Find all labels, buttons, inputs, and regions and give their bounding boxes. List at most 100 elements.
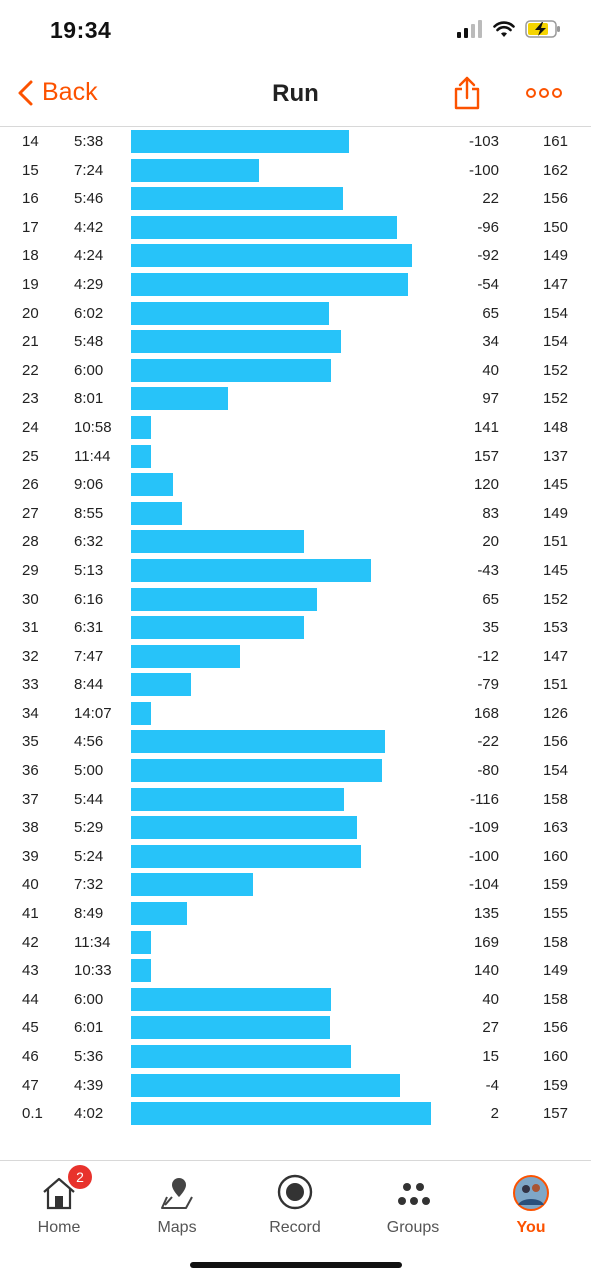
pace-bar	[131, 558, 371, 582]
split-km: 25	[22, 447, 39, 465]
share-button[interactable]	[452, 74, 482, 117]
split-km: 14	[22, 133, 39, 150]
pace-bar	[131, 473, 173, 497]
split-heart-rate: 151	[542, 676, 568, 694]
pace-bar	[131, 387, 228, 411]
tab-you[interactable]: You	[481, 1167, 581, 1237]
split-elevation: -4	[485, 1076, 499, 1094]
split-km: 40	[22, 876, 39, 894]
split-elevation: 2	[490, 1105, 499, 1123]
split-elevation: -43	[477, 561, 499, 579]
pace-bar	[131, 902, 188, 926]
split-row: 14 5:38 -103 161	[0, 127, 591, 156]
split-km: 27	[22, 504, 39, 522]
split-heart-rate: 150	[542, 218, 568, 236]
pace-bar	[131, 415, 151, 439]
record-icon	[277, 1174, 313, 1210]
split-elevation: 22	[482, 190, 499, 208]
split-heart-rate: 154	[542, 762, 568, 780]
split-pace: 5:36	[74, 1048, 104, 1065]
split-elevation: 140	[473, 962, 499, 980]
split-row: 32 7:47 -12 147	[0, 642, 591, 671]
split-km: 29	[22, 561, 39, 579]
split-elevation: 27	[482, 1019, 499, 1037]
pace-bar	[131, 730, 386, 754]
split-pace: 8:44	[74, 676, 104, 694]
split-pace: 4:29	[74, 275, 104, 293]
splits-list: 14 5:38 -103 161 15 7:24 -100 162 16 5:46 22 156 17 4…	[0, 127, 591, 1128]
split-km: 38	[22, 819, 39, 837]
split-heart-rate: 158	[542, 933, 568, 951]
split-row: 36 5:00 -80 154	[0, 756, 591, 785]
split-pace: 7:47	[74, 647, 104, 665]
split-km: 37	[22, 790, 39, 808]
split-elevation: -103	[468, 133, 499, 150]
tab-groups[interactable]: Groups	[363, 1167, 463, 1237]
split-pace: 7:32	[74, 876, 104, 894]
pace-bar	[131, 873, 253, 897]
split-km: 42	[22, 933, 39, 951]
nav-bar: Back Run	[0, 62, 591, 127]
more-options-button[interactable]	[526, 86, 562, 105]
pace-bar	[131, 301, 329, 325]
split-row: 29 5:13 -43 145	[0, 556, 591, 585]
split-pace: 6:00	[74, 990, 104, 1008]
split-km: 32	[22, 647, 39, 665]
split-heart-rate: 151	[542, 533, 568, 551]
split-km: 15	[22, 161, 39, 179]
split-heart-rate: 158	[542, 990, 568, 1008]
split-pace: 8:55	[74, 504, 104, 522]
split-elevation: 120	[473, 476, 499, 494]
split-elevation: 40	[482, 361, 499, 379]
split-heart-rate: 137	[542, 447, 568, 465]
split-pace: 9:06	[74, 476, 104, 494]
split-km: 43	[22, 962, 39, 980]
tab-record[interactable]: Record	[245, 1167, 345, 1237]
back-label: Back	[42, 78, 98, 106]
split-heart-rate: 153	[542, 619, 568, 637]
split-elevation: -54	[477, 275, 499, 293]
split-row: 38 5:29 -109 163	[0, 813, 591, 842]
split-heart-rate: 159	[542, 1076, 568, 1094]
split-heart-rate: 147	[542, 275, 568, 293]
pace-bar	[131, 1016, 330, 1040]
back-button[interactable]: Back	[16, 78, 98, 107]
split-pace: 5:44	[74, 790, 104, 808]
split-km: 45	[22, 1019, 39, 1037]
split-elevation: -12	[477, 647, 499, 665]
split-elevation: 15	[482, 1048, 499, 1065]
split-row: 31 6:31 35 153	[0, 613, 591, 642]
split-heart-rate: 163	[542, 819, 568, 837]
pace-bar	[131, 759, 382, 783]
pace-bar	[131, 701, 151, 725]
split-row: 41 8:49 135 155	[0, 899, 591, 928]
pace-bar	[131, 644, 240, 668]
status-bar: 19:34	[0, 0, 591, 62]
split-heart-rate: 148	[542, 418, 568, 436]
split-elevation: -80	[477, 762, 499, 780]
split-elevation: -104	[468, 876, 499, 894]
split-row: 18 4:24 -92 149	[0, 241, 591, 270]
split-heart-rate: 158	[542, 790, 568, 808]
split-heart-rate: 160	[542, 847, 568, 865]
tab-home[interactable]: 2 Home	[9, 1165, 109, 1237]
split-row: 28 6:32 20 151	[0, 527, 591, 556]
split-elevation: 65	[482, 590, 499, 608]
split-elevation: 20	[482, 533, 499, 551]
split-km: 35	[22, 733, 39, 751]
split-elevation: 169	[473, 933, 499, 951]
split-elevation: 157	[473, 447, 499, 465]
split-row: 37 5:44 -116 158	[0, 785, 591, 814]
split-heart-rate: 145	[542, 561, 568, 579]
avatar	[513, 1175, 549, 1211]
split-pace: 14:07	[74, 704, 112, 722]
pace-bar	[131, 616, 305, 640]
share-icon	[454, 76, 480, 110]
split-row: 34 14:07 168 126	[0, 699, 591, 728]
split-row: 44 6:00 40 158	[0, 985, 591, 1014]
tab-maps[interactable]: Maps	[127, 1167, 227, 1237]
split-elevation: -100	[468, 161, 499, 179]
split-row: 25 11:44 157 137	[0, 442, 591, 471]
pace-bar	[131, 130, 350, 153]
tab-bar: 2 Home Maps Record	[0, 1160, 591, 1281]
